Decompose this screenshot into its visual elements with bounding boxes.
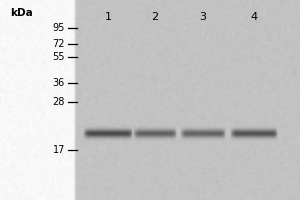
Text: 95: 95 bbox=[52, 23, 65, 33]
Text: 4: 4 bbox=[250, 12, 258, 22]
Text: 36: 36 bbox=[53, 78, 65, 88]
Text: 3: 3 bbox=[200, 12, 206, 22]
Text: 72: 72 bbox=[52, 39, 65, 49]
Text: 55: 55 bbox=[52, 52, 65, 62]
Text: kDa: kDa bbox=[10, 8, 33, 18]
Text: 2: 2 bbox=[152, 12, 159, 22]
Text: 17: 17 bbox=[52, 145, 65, 155]
Text: 28: 28 bbox=[52, 97, 65, 107]
Text: 1: 1 bbox=[104, 12, 112, 22]
